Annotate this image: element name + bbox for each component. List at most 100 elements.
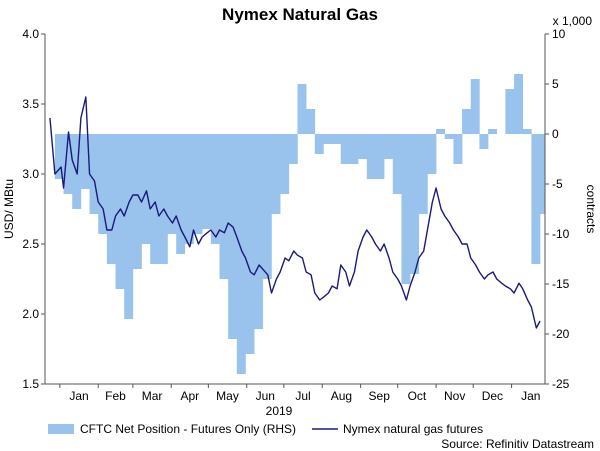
cftc-area-bar [514, 74, 524, 134]
axes: 1.5 2.0 2.5 3.0 3.5 4.0 -25 -20 -15 -10 -5 0 5 10 Ja… [22, 27, 569, 403]
x-tick-label: Jan [521, 389, 540, 403]
cftc-area-bar [436, 129, 446, 134]
cftc-area-bar [410, 134, 420, 274]
cftc-area-bar [384, 134, 394, 159]
cftc-area-bar [219, 134, 229, 279]
cftc-area-bar [522, 129, 532, 134]
cftc-area-bar [150, 134, 160, 264]
right-tick-label: -15 [552, 277, 570, 291]
y-axis-label-right: contracts [584, 185, 598, 234]
cftc-area-bar [332, 134, 342, 144]
cftc-area-bar [444, 134, 454, 139]
cftc-area-bar [531, 134, 541, 264]
year-label: 2019 [266, 404, 293, 418]
cftc-area-bar [245, 134, 255, 354]
cftc-area-bar [210, 134, 220, 244]
cftc-area-bar [262, 134, 272, 279]
cftc-area-bar [80, 134, 90, 189]
x-tick-label: Apr [180, 389, 199, 403]
right-tick-label: -10 [552, 227, 570, 241]
x-tick-label: Oct [408, 389, 427, 403]
cftc-area-bar [297, 84, 307, 134]
left-tick-label: 2.5 [22, 237, 39, 251]
cftc-area-bar [470, 79, 480, 134]
x-ticks: Jan Feb Mar Apr May Jun Jul Aug Sep Oct Nov Dec Jan [59, 384, 540, 403]
left-tick-label: 1.5 [22, 377, 39, 391]
cftc-area-bar [271, 134, 281, 214]
cftc-area-bar [479, 134, 489, 149]
cftc-area-bar [366, 134, 376, 179]
left-ticks: 1.5 2.0 2.5 3.0 3.5 4.0 [22, 27, 45, 391]
cftc-area-bar [193, 134, 203, 234]
right-tick-label: -25 [552, 377, 570, 391]
cftc-area-bar [453, 134, 463, 164]
cftc-area-bar [340, 134, 350, 164]
left-tick-label: 3.0 [22, 167, 39, 181]
right-tick-label: 5 [552, 77, 559, 91]
futures-line [49, 96, 541, 329]
cftc-area-bar [427, 134, 437, 174]
cftc-area-bar [141, 134, 151, 244]
cftc-area-bar [306, 109, 316, 134]
right-tick-label: 0 [552, 127, 559, 141]
x-tick-label: Mar [142, 389, 163, 403]
cftc-area-bar [280, 134, 290, 194]
x-tick-label: Jun [256, 389, 275, 403]
cftc-area-bar [314, 134, 324, 154]
cftc-area-bar [184, 134, 194, 244]
cftc-area-bar [418, 134, 428, 214]
y-axis-label-left: USD/ MBtu [2, 179, 16, 239]
cftc-area-bar [540, 134, 546, 214]
left-tick-label: 3.5 [22, 97, 39, 111]
legend-label-cftc: CFTC Net Position - Futures Only (RHS) [80, 422, 296, 436]
chart-title: Nymex Natural Gas [222, 5, 378, 24]
cftc-area-bar [349, 134, 359, 164]
cftc-area-bar [323, 134, 333, 144]
cftc-area-bar [236, 134, 246, 374]
legend-swatch-cftc [48, 424, 74, 434]
plot-area [49, 74, 546, 374]
legend: CFTC Net Position - Futures Only (RHS) N… [48, 422, 483, 436]
cftc-area-bar [392, 134, 402, 194]
cftc-area-bar [505, 89, 515, 134]
cftc-area-bar [288, 134, 298, 164]
cftc-area-bar [106, 134, 116, 264]
right-ticks: -25 -20 -15 -10 -5 0 5 10 [545, 27, 570, 391]
x-tick-label: Jul [295, 389, 310, 403]
x-tick-label: May [216, 389, 239, 403]
cftc-area-bar [98, 134, 108, 234]
cftc-area-bar [202, 134, 212, 229]
left-tick-label: 4.0 [22, 27, 39, 41]
x-tick-label: Feb [105, 389, 126, 403]
right-tick-label: -20 [552, 327, 570, 341]
cftc-area-bar [254, 134, 264, 329]
x-tick-label: Jan [69, 389, 88, 403]
left-tick-label: 2.0 [22, 307, 39, 321]
cftc-area-bar [132, 134, 142, 269]
cftc-area-bar [54, 134, 64, 179]
x-tick-label: Nov [444, 389, 465, 403]
x-tick-label: Sep [369, 389, 391, 403]
source-note: Source: Refinitiv Datastream [441, 437, 594, 451]
cftc-area-bar [158, 134, 168, 264]
right-tick-label: 10 [552, 27, 566, 41]
right-axis-multiplier: x 1,000 [553, 14, 593, 28]
cftc-area-bar [228, 134, 238, 339]
cftc-area-bar [462, 109, 472, 134]
cftc-area-bar [176, 134, 186, 254]
cftc-area-bar [358, 134, 368, 159]
cftc-area-bar [401, 134, 411, 284]
cftc-area-bar [167, 134, 177, 234]
right-tick-label: -5 [552, 177, 563, 191]
cftc-area-bar [115, 134, 125, 289]
area-layer [54, 74, 546, 374]
legend-label-futures: Nymex natural gas futures [343, 422, 483, 436]
cftc-area-bar [488, 129, 498, 134]
x-tick-label: Dec [482, 389, 503, 403]
line-layer [49, 96, 541, 329]
cftc-area-bar [375, 134, 385, 179]
cftc-area-bar [89, 134, 99, 214]
cftc-area-bar [124, 134, 134, 319]
x-tick-label: Aug [331, 389, 352, 403]
